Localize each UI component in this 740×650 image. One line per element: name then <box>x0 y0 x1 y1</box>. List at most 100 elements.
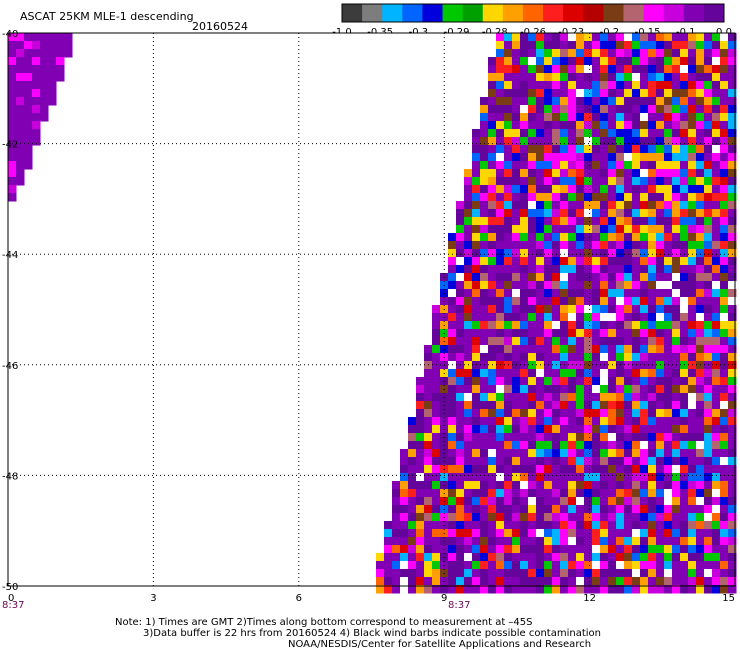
data-cell <box>496 185 505 194</box>
data-cell <box>408 433 417 442</box>
data-cell <box>56 73 65 82</box>
data-cell <box>704 49 713 58</box>
data-cell <box>488 185 497 194</box>
data-cell <box>600 81 609 90</box>
data-cell <box>720 401 729 410</box>
data-cell <box>544 489 553 498</box>
data-cell <box>600 505 609 514</box>
data-cell <box>456 441 465 450</box>
data-cell <box>600 105 609 114</box>
data-cell <box>456 273 465 282</box>
data-cell <box>600 41 609 50</box>
data-cell <box>512 409 521 418</box>
data-cell <box>616 217 625 226</box>
data-cell <box>472 449 481 458</box>
data-cell <box>640 97 649 106</box>
data-cell <box>552 193 561 202</box>
data-cell <box>656 465 665 474</box>
data-cell <box>464 225 473 234</box>
data-cell <box>656 153 665 162</box>
data-cell <box>648 457 657 466</box>
data-cell <box>528 169 537 178</box>
data-cell <box>480 433 489 442</box>
data-cell <box>680 89 689 98</box>
data-cell <box>552 417 561 426</box>
data-cell <box>560 497 569 506</box>
data-cell <box>536 425 545 434</box>
data-cell <box>608 161 617 170</box>
data-cell <box>600 585 609 594</box>
data-cell <box>504 225 513 234</box>
data-cell <box>504 497 513 506</box>
data-cell <box>648 153 657 162</box>
data-cell <box>472 217 481 226</box>
data-cell <box>600 369 609 378</box>
data-cell <box>720 249 729 258</box>
data-cell <box>624 329 633 338</box>
data-cell <box>448 393 457 402</box>
data-cell <box>688 185 697 194</box>
data-cell <box>712 265 721 274</box>
data-cell <box>496 41 505 50</box>
data-cell <box>704 545 713 554</box>
data-cell <box>512 521 521 530</box>
data-cell <box>584 233 593 242</box>
data-cell <box>704 169 713 178</box>
data-cell <box>552 561 561 570</box>
data-cell <box>56 49 65 58</box>
data-cell <box>640 505 649 514</box>
data-cell <box>632 137 641 146</box>
data-cell <box>560 425 569 434</box>
data-cell <box>448 305 457 314</box>
data-cell <box>688 153 697 162</box>
data-cell <box>656 417 665 426</box>
data-cell <box>488 449 497 458</box>
data-cell <box>504 305 513 314</box>
data-cell <box>624 97 633 106</box>
data-cell <box>552 89 561 98</box>
data-cell <box>504 201 513 210</box>
data-cell <box>40 81 49 90</box>
data-cell <box>592 65 601 74</box>
data-cell <box>656 321 665 330</box>
data-cell <box>672 265 681 274</box>
data-cell <box>488 425 497 434</box>
data-cell <box>632 561 641 570</box>
data-cell <box>600 177 609 186</box>
data-cell <box>512 273 521 282</box>
data-cell <box>496 225 505 234</box>
data-cell <box>568 65 577 74</box>
chart-date: 20160524 <box>192 20 248 33</box>
data-cell <box>704 529 713 538</box>
data-cell <box>688 457 697 466</box>
data-cell <box>640 73 649 82</box>
data-cell <box>536 81 545 90</box>
data-cell <box>584 497 593 506</box>
data-cell <box>544 65 553 74</box>
data-cell <box>424 345 433 354</box>
data-cell <box>696 33 705 42</box>
data-cell <box>680 249 689 258</box>
data-cell <box>664 33 673 42</box>
data-cell <box>488 441 497 450</box>
data-cell <box>544 129 553 138</box>
data-cell <box>40 105 49 114</box>
data-cell <box>528 337 537 346</box>
data-cell <box>472 441 481 450</box>
data-cell <box>680 97 689 106</box>
data-cell <box>432 393 441 402</box>
data-cell <box>616 97 625 106</box>
data-cell <box>648 545 657 554</box>
data-cell <box>592 265 601 274</box>
data-cell <box>640 257 649 266</box>
data-cell <box>608 289 617 298</box>
data-cell <box>512 233 521 242</box>
data-cell <box>504 265 513 274</box>
data-cell <box>688 569 697 578</box>
data-cell <box>648 353 657 362</box>
data-cell <box>624 281 633 290</box>
data-cell <box>720 473 729 482</box>
data-cell <box>384 545 393 554</box>
data-cell <box>528 249 537 258</box>
data-cell <box>8 177 17 186</box>
